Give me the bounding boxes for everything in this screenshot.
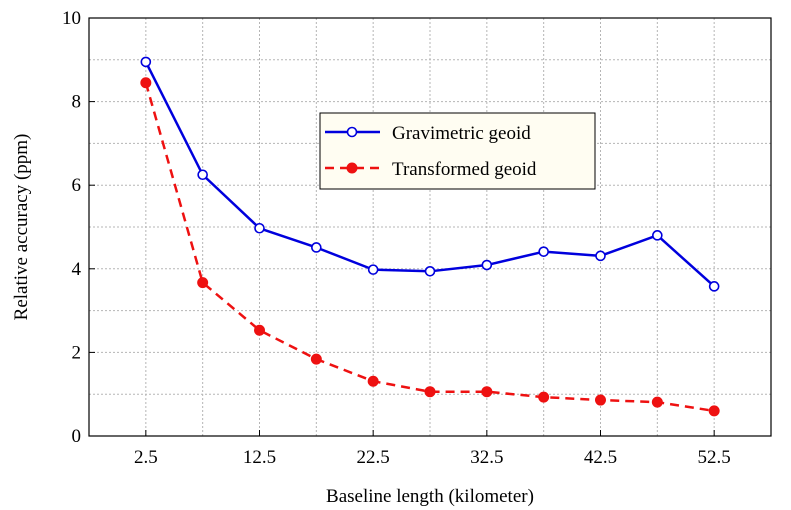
gravimetric-geoid-point <box>254 222 265 234</box>
transformed-geoid-point <box>651 396 663 408</box>
transformed-geoid-point <box>254 324 265 336</box>
legend-gravimetric-marker <box>346 126 358 138</box>
transformed-geoid-point <box>708 405 720 417</box>
transformed-geoid-line <box>144 82 715 413</box>
transformed-geoid-point <box>140 77 152 89</box>
y-tick-label: 4 <box>72 259 82 280</box>
x-tick-label: 32.5 <box>470 447 503 468</box>
transformed-geoid-point <box>367 375 379 387</box>
gravimetric-geoid-point <box>367 264 379 275</box>
legend-transformed-label: Transformed geoid <box>392 159 537 180</box>
y-axis-ticks: 0 2 4 6 8 10 <box>62 8 95 447</box>
legend-transformed-marker <box>346 162 358 174</box>
gravimetric-geoid-point <box>708 281 720 292</box>
transformed-geoid-point <box>538 391 550 403</box>
transformed-geoid-point <box>595 394 606 406</box>
transformed-geoid-point <box>424 386 436 398</box>
y-axis-title: Relative accuracy (ppm) <box>11 134 32 321</box>
y-tick-label: 2 <box>72 342 82 363</box>
gravimetric-geoid-point <box>652 230 663 241</box>
grid-lines <box>89 18 771 436</box>
legend: Gravimetric geoid Transformed geoid <box>319 112 596 190</box>
gravimetric-geoid-point <box>140 56 152 68</box>
x-tick-label: 2.5 <box>134 447 158 468</box>
gravimetric-geoid-point <box>481 259 493 271</box>
y-tick-label: 10 <box>62 8 81 29</box>
gravimetric-geoid-point <box>311 242 322 253</box>
transformed-geoid-point <box>310 353 322 365</box>
legend-box <box>319 112 596 190</box>
series-layer <box>140 56 720 417</box>
gravimetric-geoid-point <box>197 169 208 181</box>
x-tick-label: 52.5 <box>698 447 731 468</box>
gravimetric-geoid-point <box>595 250 606 262</box>
gravimetric-geoid-point <box>538 246 549 257</box>
x-axis-ticks: 2.5 12.5 22.5 32.5 42.5 52.5 <box>134 430 731 468</box>
y-tick-label: 8 <box>72 92 82 113</box>
x-axis-title: Baseline length (kilometer) <box>326 486 534 507</box>
gravimetric-geoid-point <box>424 266 436 277</box>
transformed-geoid-point <box>197 277 209 289</box>
x-tick-label: 42.5 <box>584 447 617 468</box>
y-tick-label: 0 <box>72 426 82 447</box>
legend-gravimetric-label: Gravimetric geoid <box>392 123 531 144</box>
y-tick-label: 6 <box>72 175 82 196</box>
plot-frame <box>88 17 772 437</box>
x-tick-label: 12.5 <box>243 447 276 468</box>
transformed-geoid-point <box>481 386 493 398</box>
x-tick-label: 22.5 <box>357 447 390 468</box>
